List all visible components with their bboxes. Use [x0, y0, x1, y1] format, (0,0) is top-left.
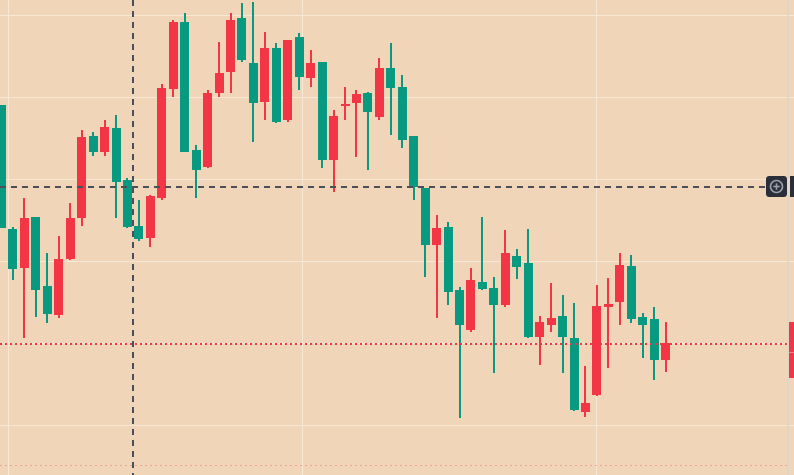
candle-wick — [641, 313, 644, 358]
gridline-horizontal — [0, 15, 794, 16]
candle-body — [512, 256, 522, 267]
candle-body — [237, 18, 247, 60]
secondary-price-line — [0, 465, 787, 466]
candle-body — [374, 68, 384, 117]
candle-body — [409, 136, 419, 187]
gridline-horizontal — [0, 261, 794, 262]
candle-body — [226, 20, 235, 72]
candle-body — [248, 63, 258, 103]
candle-body — [54, 259, 64, 315]
candle-body — [626, 266, 636, 319]
candle-body — [386, 68, 396, 88]
candle-body — [523, 263, 533, 337]
candle-body — [77, 137, 87, 218]
candle-body — [432, 228, 442, 245]
candle-body — [363, 93, 373, 112]
candle-wick — [492, 277, 495, 373]
candle-body — [580, 403, 590, 412]
candle-body — [214, 73, 224, 93]
price-axis-label-fragment — [789, 322, 794, 378]
candle-body — [42, 286, 52, 314]
candle-wick — [607, 278, 610, 368]
candle-body — [649, 319, 659, 360]
candle-wick — [389, 43, 392, 135]
candle-wick — [366, 92, 369, 170]
candle-body — [0, 105, 6, 228]
candle-body — [317, 62, 327, 160]
price-label-divider — [789, 352, 794, 353]
candle-body — [340, 104, 350, 106]
candle-body — [500, 253, 510, 305]
candle-wick — [458, 287, 461, 418]
candle-body — [351, 94, 361, 103]
gridline-horizontal — [0, 425, 794, 426]
candle-body — [569, 338, 579, 410]
candle-body — [603, 304, 613, 307]
candle-body — [638, 317, 648, 325]
candle-body — [558, 316, 568, 337]
candle-body — [19, 218, 29, 268]
candle-body — [111, 128, 121, 182]
candle-body — [8, 229, 18, 269]
candle-body — [180, 22, 190, 152]
candle-wick — [218, 42, 221, 97]
gridline-horizontal — [0, 343, 794, 344]
candle-body — [31, 217, 41, 290]
price-axis-separator — [787, 0, 789, 475]
candle-body — [191, 150, 201, 170]
candle-body — [260, 48, 270, 102]
candle-wick — [550, 283, 553, 332]
candle-body — [145, 196, 155, 238]
candle-wick — [584, 366, 587, 417]
candle-body — [592, 306, 602, 395]
candle-body — [477, 282, 487, 289]
candle-wick — [195, 145, 198, 198]
candle-wick — [435, 215, 438, 318]
candle-body — [329, 116, 339, 160]
candle-body — [535, 322, 545, 337]
candle-body — [397, 87, 407, 140]
gridline-vertical — [596, 0, 597, 475]
candle-wick — [355, 90, 358, 157]
candle-body — [157, 88, 167, 198]
candle-body — [306, 63, 316, 78]
candle-wick — [23, 198, 26, 338]
candle-body — [168, 22, 178, 89]
candle-body — [661, 343, 671, 360]
candle-body — [122, 180, 132, 227]
candle-body — [615, 265, 625, 302]
candle-body — [443, 227, 453, 292]
candle-body — [88, 136, 98, 152]
candle-body — [134, 226, 144, 239]
circle-plus-icon — [769, 179, 784, 194]
candle-wick — [538, 316, 541, 365]
candle-body — [271, 48, 281, 122]
candle-body — [466, 280, 476, 330]
candle-body — [489, 288, 499, 305]
candle-body — [294, 37, 304, 77]
candle-body — [203, 93, 213, 167]
candle-body — [283, 40, 293, 120]
candle-wick — [137, 200, 140, 241]
candle-body — [65, 218, 75, 259]
candle-body — [100, 127, 110, 152]
candle-wick — [344, 87, 346, 120]
candle-body — [420, 188, 430, 245]
candle-body — [546, 318, 556, 325]
circle-plus-button[interactable] — [766, 176, 787, 197]
candle-body — [455, 290, 464, 325]
candle-wick — [481, 217, 484, 290]
axis-button-fragment — [789, 176, 794, 197]
